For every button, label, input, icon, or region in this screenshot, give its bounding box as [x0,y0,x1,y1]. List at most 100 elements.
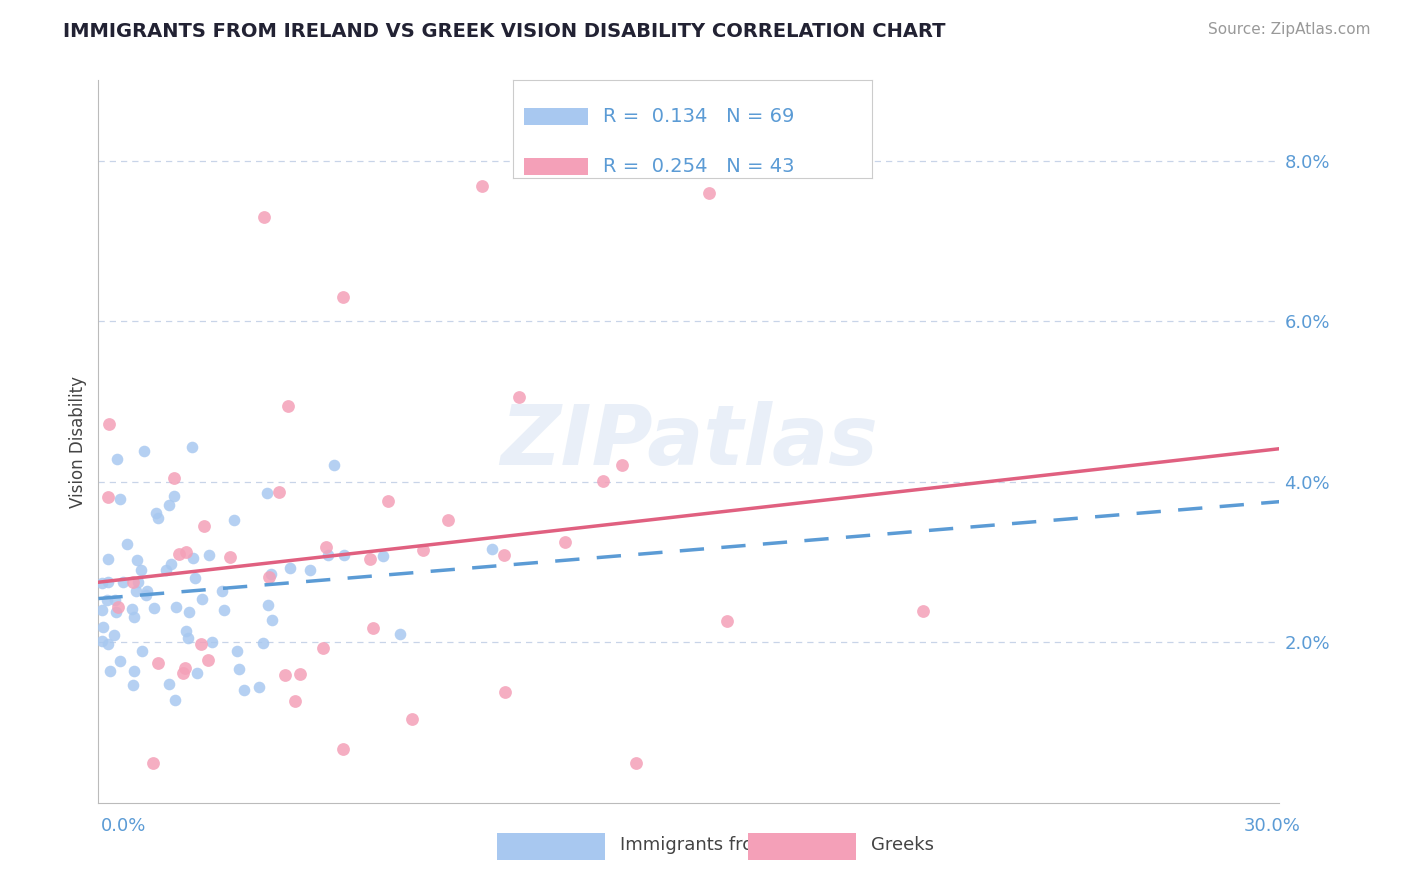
Point [173,661,195,675]
Point [165,693,187,707]
Point [110,654,132,668]
Point [592,474,614,488]
Point [333,549,356,563]
Point [129,563,152,577]
Point [105,605,128,619]
Point [218,550,240,565]
Point [91,633,114,648]
Point [115,537,138,551]
Point [256,599,278,613]
Point [163,471,186,485]
Point [184,571,207,585]
Point [155,563,177,577]
Point [197,653,219,667]
Point [225,644,247,658]
Point [269,484,291,499]
Point [97,637,120,651]
Point [315,540,337,554]
Point [492,548,515,562]
Point [108,491,131,506]
Point [256,486,278,500]
FancyBboxPatch shape [524,108,589,126]
Point [257,570,280,584]
Point [98,664,121,678]
Point [135,588,157,602]
Point [401,712,423,726]
Y-axis label: Vision Disability: Vision Disability [69,376,87,508]
Point [148,511,170,525]
Point [112,574,135,589]
Point [911,604,934,618]
Point [127,553,149,567]
Text: Immigrants from Ireland: Immigrants from Ireland [620,836,839,855]
Point [278,561,301,575]
Point [284,694,307,708]
Point [508,390,530,404]
Point [136,584,159,599]
Point [316,549,339,563]
Point [103,628,125,642]
Point [332,290,354,304]
Point [145,507,167,521]
Point [277,399,299,413]
Text: 0.0%: 0.0% [101,817,146,835]
FancyBboxPatch shape [748,833,856,860]
Point [190,637,212,651]
Point [131,644,153,658]
Point [96,593,118,607]
Point [174,544,197,558]
FancyBboxPatch shape [498,833,605,860]
Point [174,624,197,638]
Point [201,635,224,649]
Point [332,741,354,756]
Point [177,631,200,645]
Point [363,621,385,635]
Point [105,452,128,467]
Point [121,601,143,615]
Point [107,599,129,614]
Point [157,498,180,512]
Point [252,636,274,650]
Point [494,685,516,699]
Point [228,662,250,676]
Point [186,665,208,680]
Point [122,678,145,692]
Point [274,668,297,682]
Point [103,592,125,607]
Point [299,563,322,577]
Point [214,603,236,617]
Point [91,620,114,634]
Point [211,584,233,599]
Point [96,575,118,590]
Point [142,756,165,770]
Point [437,513,460,527]
Point [554,535,576,549]
Point [122,609,145,624]
Point [180,440,202,454]
Point [191,591,214,606]
Point [197,548,219,562]
Point [172,666,194,681]
Point [163,490,186,504]
Point [146,656,169,670]
Point [127,575,149,590]
Point [91,603,114,617]
Point [193,519,215,533]
Point [97,490,120,504]
Point [169,547,191,561]
Point [91,575,114,590]
Point [359,552,381,566]
Point [125,583,148,598]
Point [371,549,394,563]
Point [224,512,246,526]
Text: Source: ZipAtlas.com: Source: ZipAtlas.com [1208,22,1371,37]
Point [166,599,188,614]
Text: 30.0%: 30.0% [1244,817,1301,835]
Point [716,614,738,628]
Point [481,542,503,557]
Point [97,551,120,566]
Point [177,605,200,619]
Point [259,567,281,582]
Point [610,458,633,472]
Text: R =  0.254   N = 43: R = 0.254 N = 43 [603,157,794,176]
